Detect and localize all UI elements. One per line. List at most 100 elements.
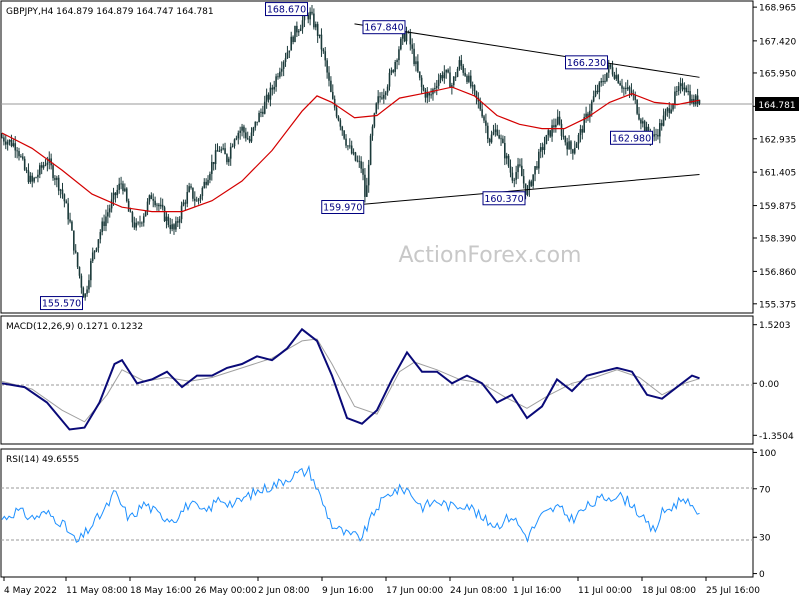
candle — [182, 199, 185, 207]
candle — [267, 92, 270, 103]
candle — [398, 46, 400, 66]
candle — [532, 174, 534, 189]
candle — [127, 198, 130, 212]
candle — [598, 81, 601, 100]
candle — [243, 124, 245, 139]
candle — [454, 72, 457, 81]
candle — [411, 38, 413, 55]
candle — [4, 134, 7, 150]
candle — [676, 86, 678, 96]
candle — [156, 202, 158, 211]
price-annotation-label: 162.980 — [612, 133, 651, 144]
x-tick-label: 26 May 00:00 — [195, 586, 257, 596]
candle — [424, 87, 427, 103]
candle — [496, 124, 499, 137]
candle — [615, 67, 618, 81]
candle — [659, 118, 661, 144]
candle — [330, 76, 332, 93]
price-annotation-label: 168.670 — [267, 5, 306, 16]
candle — [235, 135, 238, 141]
candle — [367, 159, 370, 193]
candle — [218, 146, 221, 153]
macd-line — [1, 327, 700, 431]
candle — [69, 212, 71, 224]
candle — [6, 139, 9, 151]
candle — [37, 169, 39, 183]
candle — [39, 162, 41, 179]
candle — [401, 33, 404, 45]
candle — [492, 124, 495, 136]
candle — [324, 46, 327, 67]
candle — [118, 177, 120, 194]
price-annotation: 168.670 — [265, 2, 308, 17]
candle — [600, 77, 603, 87]
candle — [316, 21, 319, 43]
candle — [545, 134, 548, 145]
candle — [662, 108, 665, 127]
candle — [282, 60, 285, 77]
price-annotation: 162.980 — [610, 130, 653, 145]
candle — [488, 137, 491, 146]
candle — [609, 63, 612, 70]
candle — [452, 76, 455, 88]
candle — [441, 71, 444, 82]
x-tick-label: 11 May 08:00 — [66, 586, 128, 596]
x-tick-label: 24 Jun 08:00 — [450, 586, 507, 596]
candle — [405, 26, 408, 45]
candle — [88, 274, 90, 293]
candle — [500, 134, 502, 146]
candle — [335, 104, 338, 119]
candle — [192, 187, 194, 202]
candle — [80, 273, 83, 294]
candle — [284, 52, 287, 67]
candle — [186, 184, 189, 208]
candle — [430, 88, 432, 99]
candle — [318, 34, 321, 39]
candle — [538, 148, 540, 174]
candle — [524, 183, 527, 200]
x-tick-label: 4 May 2022 — [4, 586, 57, 596]
candle — [481, 102, 483, 119]
candle — [460, 54, 463, 70]
candle — [443, 65, 446, 84]
candle — [3, 134, 5, 146]
candle — [592, 90, 595, 103]
candle — [228, 156, 230, 166]
candle — [343, 130, 345, 140]
candle — [63, 193, 66, 208]
candle — [25, 167, 28, 174]
price-y-tick-label: 158.390 — [759, 234, 796, 244]
candle — [178, 216, 181, 229]
candle — [103, 214, 105, 232]
candle — [250, 127, 253, 143]
candle — [581, 125, 584, 140]
candle — [105, 209, 107, 232]
candle — [543, 136, 546, 155]
candle — [163, 205, 166, 223]
candle — [515, 165, 517, 185]
candle — [683, 82, 686, 96]
candle — [246, 131, 249, 140]
candle — [16, 147, 18, 159]
candle — [93, 250, 96, 260]
candle — [619, 80, 621, 86]
candle — [74, 244, 77, 254]
candle — [194, 191, 196, 208]
candle — [685, 85, 688, 93]
candle — [434, 82, 436, 94]
candle — [628, 85, 631, 98]
candle — [279, 67, 281, 79]
candle — [645, 121, 648, 133]
candle — [199, 194, 202, 204]
candle — [417, 54, 419, 73]
candle — [144, 210, 147, 217]
candle — [152, 193, 155, 208]
candle — [679, 77, 682, 94]
candle — [173, 223, 175, 235]
candle — [636, 99, 638, 116]
macd-signal-line — [1, 338, 700, 423]
candle — [57, 175, 60, 196]
x-tick-label: 1 Jul 16:00 — [513, 586, 562, 596]
watermark: ActionForex.com — [399, 243, 582, 268]
candle — [570, 140, 572, 154]
